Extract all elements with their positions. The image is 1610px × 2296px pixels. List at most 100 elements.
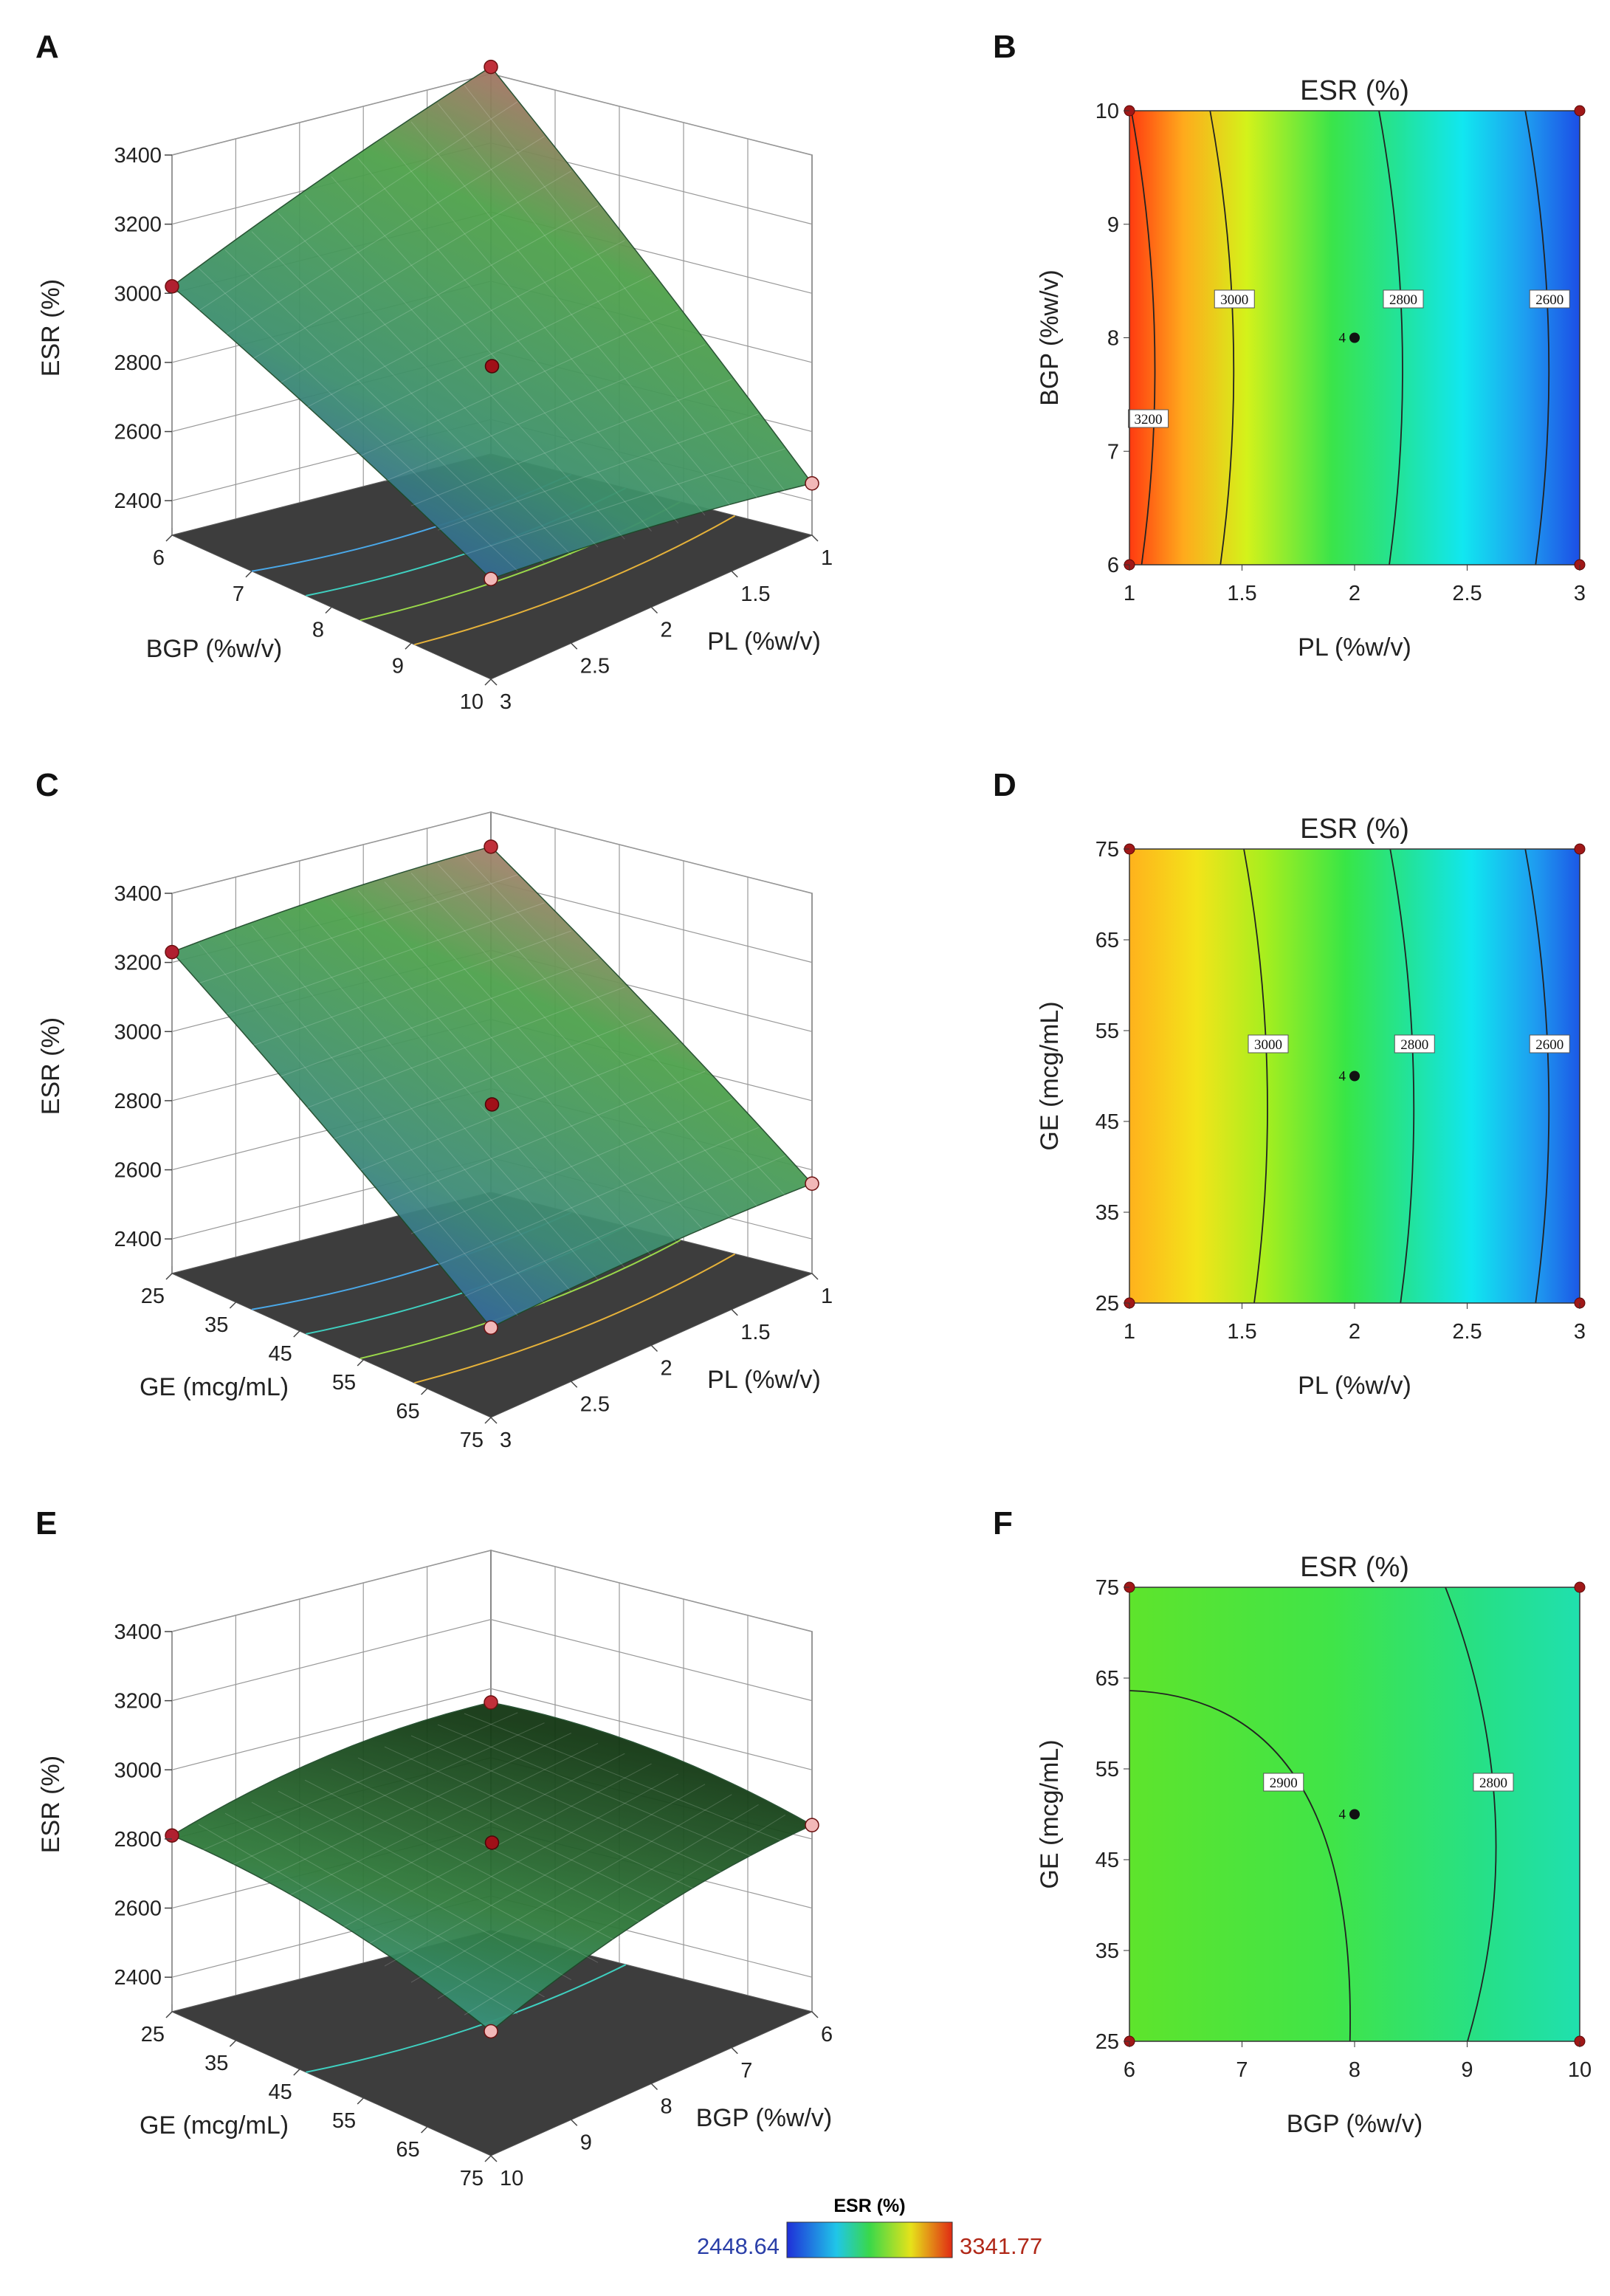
z-tick-label: 2800 [114, 1828, 162, 1852]
x-axis-title: PL (%w/v) [1298, 1372, 1411, 1400]
center-replicate-count: 4 [1339, 1807, 1346, 1823]
contour-line [1243, 848, 1268, 1304]
z-tick-label: 2600 [114, 1159, 162, 1183]
x-axis-title: PL (%w/v) [707, 1366, 821, 1394]
x-tick-label: 3 [1574, 582, 1586, 605]
surface-mesh-line [384, 344, 706, 482]
z-tick-label: 3400 [114, 144, 162, 168]
design-point [484, 1320, 498, 1336]
y-tick [229, 2040, 236, 2047]
surface-mesh-line [410, 1735, 732, 1877]
floor-contour [414, 1253, 736, 1384]
x-tick-label: 3 [1574, 1320, 1586, 1344]
panel-letter: B [993, 29, 1016, 65]
surface-mesh-line [251, 1801, 571, 1981]
y-tick-label: 35 [1095, 1201, 1119, 1225]
surface-mesh-line [384, 1070, 706, 1203]
surface-mesh-line [278, 205, 599, 385]
center-design-point [1349, 332, 1360, 343]
surface-mesh-line [198, 1824, 518, 2015]
floor-contour [306, 1964, 627, 2073]
x-tick-label: 9 [580, 2131, 592, 2154]
surface-mesh-line [464, 855, 786, 1196]
surface-mesh-line [464, 85, 786, 492]
floor-contour [414, 515, 736, 646]
surface-mesh-line [464, 1713, 785, 1843]
surface-mesh-line [357, 309, 678, 458]
surface-mesh-line [304, 907, 625, 1268]
panel-letter: D [993, 767, 1016, 803]
y-tick-label: 65 [396, 2138, 419, 2162]
y-tick [357, 2097, 364, 2105]
y-tick-label: 45 [269, 1342, 292, 1366]
x-tick-label: 2 [661, 619, 672, 642]
design-point [1574, 843, 1586, 855]
surface-mesh-line [437, 1804, 759, 1999]
wall-gridline [171, 1550, 813, 1632]
y-tick-label: 6 [153, 546, 165, 570]
x-axis-title: BGP (%w/v) [696, 2104, 833, 2132]
surface-mesh-line [278, 916, 599, 1280]
x-tick-label: 10 [500, 2167, 523, 2190]
y-tick-label: 55 [332, 1371, 356, 1395]
surface-mesh-line [384, 1746, 706, 1894]
surface-mesh-line [198, 943, 518, 1316]
colorbar-title: ESR (%) [833, 2196, 905, 2216]
y-tick-label: 8 [1107, 327, 1119, 351]
surface-mesh-line [304, 240, 625, 409]
z-tick-label: 3000 [114, 1020, 162, 1044]
surface-mesh-line [410, 121, 732, 508]
y-tick-label: 55 [1095, 1020, 1119, 1043]
y-tick-label: 25 [141, 2023, 165, 2046]
z-tick-label: 2600 [114, 1897, 162, 1921]
contour-label-box [1248, 1034, 1289, 1054]
y-tick-label: 9 [1107, 213, 1119, 237]
z-tick-label: 3200 [114, 952, 162, 975]
y-tick-label: 35 [204, 1313, 228, 1337]
x-tick [811, 2011, 819, 2018]
y-tick [484, 1417, 492, 1424]
contour-label: 2900 [1270, 1776, 1298, 1791]
x-tick-label: 3 [500, 690, 512, 714]
x-tick-label: 9 [1461, 2058, 1473, 2082]
surface-panel-a: A 2400 2600 2800 3000 3200 3400 ESR (%) 6 7 8 9 10 BG… [35, 29, 833, 714]
contour-label: 2600 [1535, 1037, 1563, 1053]
design-point [805, 476, 819, 491]
surface-mesh-line [331, 898, 652, 1257]
surface-mesh-line [198, 267, 518, 571]
surface-mesh-line [251, 231, 572, 556]
y-tick-label: 35 [1095, 1939, 1119, 1963]
surface-mesh-line [251, 930, 571, 1047]
x-tick [811, 1273, 819, 1280]
x-tick-label: 2.5 [580, 654, 610, 678]
surface-panel-e: E 2400 2600 2800 3000 3200 3400 ESR (%) 25 35 45 55… [35, 1505, 833, 2190]
surface-mesh-line [464, 448, 785, 555]
y-axis-title: BGP (%w/v) [1036, 269, 1064, 406]
y-tick-label: 10 [1095, 100, 1119, 123]
y-tick [165, 2011, 173, 2018]
x-tick-label: 1.5 [1227, 582, 1256, 605]
y-tick [293, 1330, 300, 1338]
y-tick-label: 45 [1095, 1849, 1119, 1872]
contour-panel-f: F ESR (%) 2900 2800 4 6 7 8 9 10 BGP (%w/v) 25 35 45 5… [993, 1505, 1592, 2138]
y-tick [484, 2155, 492, 2162]
contour-label: 3000 [1220, 292, 1248, 308]
center-replicate-count: 4 [1339, 331, 1346, 346]
x-tick-label: 3 [500, 1429, 512, 1452]
y-tick-label: 7 [1107, 440, 1119, 464]
z-axis-title: ESR (%) [37, 1017, 65, 1115]
x-tick-label: 2.5 [1452, 582, 1482, 605]
contour-line [1209, 110, 1235, 566]
contour-label: 2800 [1479, 1776, 1507, 1791]
x-tick-label: 7 [740, 2059, 752, 2083]
x-tick-label: 2.5 [1452, 1320, 1482, 1344]
y-tick [165, 1273, 173, 1280]
surface-panel-c: C 2400 2600 2800 3000 3200 3400 ESR (%) 25 35 45 55… [35, 767, 833, 1452]
y-tick-label: 75 [1095, 838, 1119, 862]
panel-letter: C [35, 767, 59, 803]
surface-mesh-line [437, 413, 759, 531]
surface-mesh-line [410, 1794, 732, 1983]
contour-label: 2600 [1535, 292, 1563, 308]
x-tick-label: 2.5 [580, 1392, 610, 1416]
design-point [1574, 105, 1586, 117]
